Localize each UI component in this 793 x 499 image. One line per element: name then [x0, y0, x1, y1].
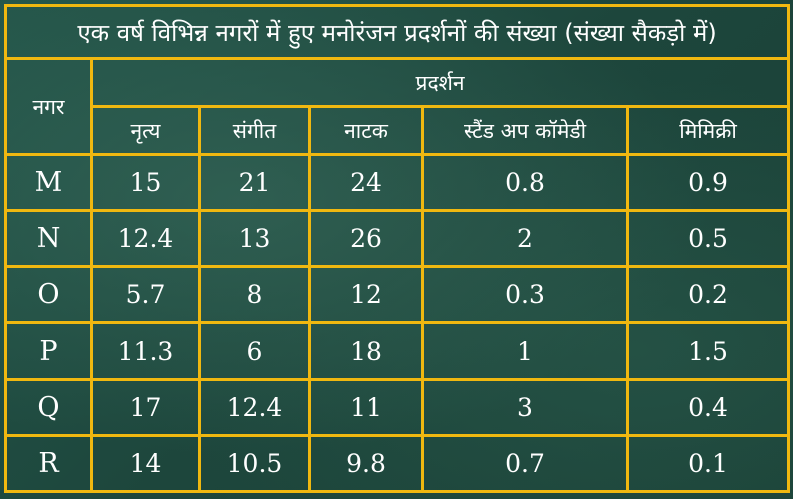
table-row: N 12.4 13 26 2 0.5 — [4, 209, 791, 269]
value-cell: 5.7 — [90, 265, 201, 325]
city-cell: R — [4, 433, 93, 494]
city-cell: Q — [4, 377, 93, 437]
city-column-header: नगर — [4, 57, 93, 156]
value-cell: 0.5 — [625, 209, 791, 269]
performance-group-header: प्रदर्शन — [89, 57, 791, 108]
column-header-standup-comedy: स्टैंड अप कॉमेडी — [421, 105, 629, 156]
table-row: M 15 21 24 0.8 0.9 — [4, 152, 791, 213]
table-row: Q 17 12.4 11 3 0.4 — [4, 377, 791, 437]
data-table: एक वर्ष विभिन्न नगरों में हुए मनोरंजन प्… — [3, 4, 791, 494]
city-cell: M — [4, 152, 93, 213]
value-cell: 12 — [308, 265, 424, 325]
table-title: एक वर्ष विभिन्न नगरों में हुए मनोरंजन प्… — [3, 4, 791, 60]
value-cell: 18 — [308, 321, 424, 381]
table-row: R 14 10.5 9.8 0.7 0.1 — [4, 433, 791, 494]
value-cell: 24 — [308, 152, 424, 213]
value-cell: 0.1 — [625, 433, 791, 494]
value-cell: 1 — [421, 321, 629, 381]
value-cell: 26 — [308, 209, 424, 269]
city-cell: P — [4, 321, 93, 381]
value-cell: 0.9 — [625, 152, 791, 213]
value-cell: 11.3 — [90, 321, 201, 381]
column-header-dance: नृत्य — [90, 105, 201, 156]
value-cell: 13 — [198, 209, 311, 269]
value-cell: 14 — [90, 433, 201, 494]
value-cell: 9.8 — [308, 433, 424, 494]
value-cell: 10.5 — [198, 433, 311, 494]
value-cell: 0.7 — [421, 433, 629, 494]
value-cell: 21 — [198, 152, 311, 213]
value-cell: 6 — [198, 321, 311, 381]
value-cell: 15 — [90, 152, 201, 213]
column-header-drama: नाटक — [308, 105, 424, 156]
value-cell: 0.4 — [625, 377, 791, 437]
value-cell: 12.4 — [198, 377, 311, 437]
value-cell: 0.8 — [421, 152, 629, 213]
value-cell: 12.4 — [90, 209, 201, 269]
value-cell: 2 — [421, 209, 629, 269]
column-header-music: संगीत — [198, 105, 311, 156]
value-cell: 11 — [308, 377, 424, 437]
column-header-mimicry: मिमिक्री — [625, 105, 791, 156]
table-row: P 11.3 6 18 1 1.5 — [4, 321, 791, 381]
table-row: O 5.7 8 12 0.3 0.2 — [4, 265, 791, 325]
city-cell: O — [4, 265, 93, 325]
value-cell: 17 — [90, 377, 201, 437]
value-cell: 0.2 — [625, 265, 791, 325]
value-cell: 3 — [421, 377, 629, 437]
city-cell: N — [4, 209, 93, 269]
value-cell: 8 — [198, 265, 311, 325]
value-cell: 1.5 — [625, 321, 791, 381]
value-cell: 0.3 — [421, 265, 629, 325]
